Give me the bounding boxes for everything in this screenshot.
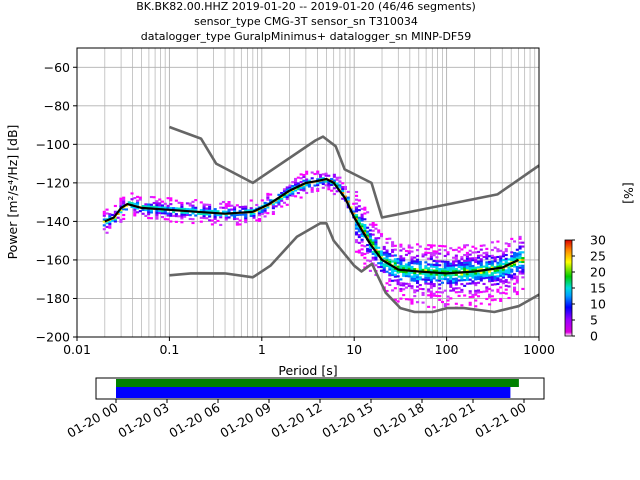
colorbar-tick-label: 15	[590, 281, 606, 296]
nhnm-line	[168, 125, 540, 219]
timeline-tick-label: 01-20 03	[115, 400, 171, 441]
timeline-tick-label: 01-20 21	[421, 400, 477, 441]
colorbar-label: [%]	[621, 182, 636, 204]
y-tick-label: −100	[36, 137, 70, 152]
nlnm-line	[169, 222, 540, 314]
plot-area: 0.01 0.1 1 10 100 1000 −200 −180 −160 −140 −120 −1…	[36, 47, 555, 357]
timeline-availability-bar	[116, 379, 519, 387]
timeline-tick-label: 01-21 00	[472, 400, 528, 441]
colorbar-tick-label: 30	[590, 233, 606, 248]
colorbar-tick-label: 20	[590, 265, 606, 280]
colorbar-tick-label: 0	[590, 329, 598, 344]
mean-psd-line	[104, 177, 519, 275]
y-axis-label: Power [m²/s⁴/Hz] [dB]	[5, 125, 20, 260]
y-tick-label: −200	[36, 330, 70, 345]
colorbar-tick-label: 10	[590, 297, 606, 312]
x-tick-label: 10	[346, 342, 362, 357]
x-axis-label: Period [s]	[278, 363, 337, 378]
colorbar-tick-label: 25	[590, 249, 606, 264]
timeline-tick-label: 01-20 00	[64, 400, 120, 441]
colorbar-tick-label: 5	[590, 313, 598, 328]
y-tick-label: −180	[36, 291, 70, 306]
x-tick-label: 0.1	[159, 342, 179, 357]
y-tick-label: −80	[44, 98, 70, 113]
timeline-tick-label: 01-20 12	[268, 400, 324, 441]
title-line-3: datalogger_type GuralpMinimus+ datalogge…	[141, 30, 472, 43]
y-tick-label: −120	[36, 175, 70, 190]
x-tick-label: 100	[435, 342, 459, 357]
plot-frame	[76, 47, 540, 338]
x-axis-ticks: 0.01 0.1 1 10 100 1000	[63, 337, 555, 357]
timeline-tick-label: 01-20 06	[166, 400, 222, 441]
x-tick-label: 0.01	[63, 342, 91, 357]
y-tick-label: −140	[36, 214, 70, 229]
y-axis-ticks: −200 −180 −160 −140 −120 −100 −80 −60	[36, 60, 77, 345]
title-line-2: sensor_type CMG-3T sensor_sn T310034	[194, 15, 418, 28]
timeline-tick-label: 01-20 18	[370, 400, 426, 441]
grid-lines	[76, 48, 539, 338]
x-tick-label: 1	[258, 342, 266, 357]
y-tick-label: −60	[44, 60, 70, 75]
timeline-tick-label: 01-20 15	[319, 400, 375, 441]
title-line-1: BK.BK82.00.HHZ 2019-01-20 -- 2019-01-20 …	[136, 0, 476, 13]
y-tick-label: −160	[36, 252, 70, 267]
timeline-coverage-bar	[116, 387, 511, 398]
curves	[104, 125, 540, 314]
timeline-bars	[116, 379, 519, 398]
colorbar-gradient	[564, 239, 573, 337]
x-tick-label: 1000	[523, 342, 555, 357]
timeline-tick-label: 01-20 09	[217, 400, 273, 441]
